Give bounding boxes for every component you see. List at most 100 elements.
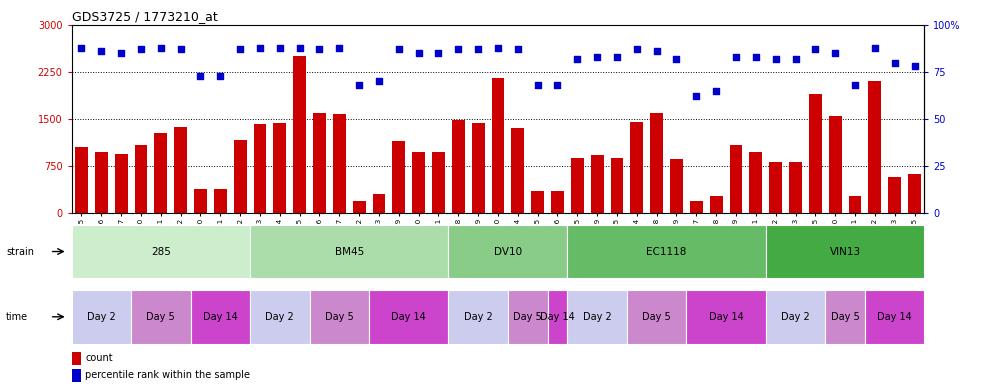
Bar — [194, 189, 207, 213]
Bar — [825, 290, 865, 344]
Point — [728, 54, 744, 60]
Bar — [610, 158, 623, 213]
Point — [93, 48, 109, 55]
Point — [589, 54, 605, 60]
Bar — [250, 225, 448, 278]
Point — [669, 56, 685, 62]
Bar — [590, 156, 603, 213]
Bar — [829, 116, 842, 213]
Bar — [492, 78, 504, 213]
Bar — [568, 225, 765, 278]
Bar — [849, 195, 862, 213]
Bar — [472, 123, 485, 213]
Text: count: count — [85, 353, 113, 363]
Bar — [293, 56, 306, 213]
Point — [430, 50, 446, 56]
Point — [867, 45, 883, 51]
Bar — [432, 152, 445, 213]
Bar — [309, 290, 369, 344]
Text: Day 2: Day 2 — [582, 312, 611, 322]
Bar — [273, 123, 286, 213]
Point — [213, 73, 229, 79]
Bar — [250, 290, 309, 344]
Point — [371, 78, 387, 84]
Bar — [548, 290, 568, 344]
Bar — [730, 146, 743, 213]
Bar — [253, 124, 266, 213]
Bar — [234, 141, 247, 213]
Text: Day 2: Day 2 — [265, 312, 294, 322]
Point — [470, 46, 486, 53]
Bar — [72, 352, 81, 365]
Text: Day 5: Day 5 — [325, 312, 354, 322]
Bar — [131, 290, 191, 344]
Point — [807, 46, 823, 53]
Point — [787, 56, 803, 62]
Bar — [531, 191, 544, 213]
Text: 285: 285 — [151, 247, 171, 257]
Point — [351, 82, 367, 88]
Point — [629, 46, 645, 53]
Text: GDS3725 / 1773210_at: GDS3725 / 1773210_at — [72, 10, 218, 23]
Point — [450, 46, 466, 53]
Point — [609, 54, 625, 60]
Point — [530, 82, 546, 88]
Point — [291, 45, 307, 51]
Point — [311, 46, 327, 53]
Bar — [114, 154, 127, 213]
Text: Day 5: Day 5 — [642, 312, 671, 322]
Text: Day 5: Day 5 — [146, 312, 175, 322]
Bar — [627, 290, 687, 344]
Bar — [687, 290, 765, 344]
Point — [847, 82, 863, 88]
Text: Day 14: Day 14 — [392, 312, 426, 322]
Point — [252, 45, 268, 51]
Bar — [869, 81, 882, 213]
Point — [391, 46, 407, 53]
Point — [887, 60, 903, 66]
Point — [411, 50, 426, 56]
Bar — [568, 290, 627, 344]
Point — [74, 45, 89, 51]
Text: Day 14: Day 14 — [878, 312, 912, 322]
Text: BM45: BM45 — [335, 247, 364, 257]
Bar — [393, 141, 406, 213]
Bar — [72, 225, 250, 278]
Bar — [413, 152, 425, 213]
Bar — [373, 194, 386, 213]
Bar — [369, 290, 448, 344]
Bar — [508, 290, 548, 344]
Text: Day 5: Day 5 — [831, 312, 860, 322]
Text: Day 2: Day 2 — [86, 312, 115, 322]
Bar — [448, 290, 508, 344]
Bar — [650, 113, 663, 213]
Bar — [154, 133, 167, 213]
Bar — [889, 177, 902, 213]
Text: strain: strain — [6, 247, 34, 257]
Point — [113, 50, 129, 56]
Point — [173, 46, 189, 53]
Bar — [353, 200, 366, 213]
Bar — [134, 146, 147, 213]
Bar — [333, 114, 346, 213]
Text: percentile rank within the sample: percentile rank within the sample — [85, 370, 250, 381]
Point — [907, 63, 922, 70]
Bar — [865, 290, 924, 344]
Bar — [765, 290, 825, 344]
Bar — [769, 162, 782, 213]
Point — [689, 93, 705, 99]
Text: Day 2: Day 2 — [464, 312, 493, 322]
Text: DV10: DV10 — [494, 247, 522, 257]
Bar — [72, 290, 131, 344]
Text: Day 14: Day 14 — [709, 312, 744, 322]
Bar — [72, 369, 81, 382]
Text: Day 5: Day 5 — [513, 312, 542, 322]
Text: EC1118: EC1118 — [646, 247, 687, 257]
Point — [233, 46, 248, 53]
Point — [133, 46, 149, 53]
Bar — [690, 201, 703, 213]
Point — [767, 56, 783, 62]
Bar — [174, 127, 187, 213]
Bar — [809, 94, 822, 213]
Bar — [789, 162, 802, 213]
